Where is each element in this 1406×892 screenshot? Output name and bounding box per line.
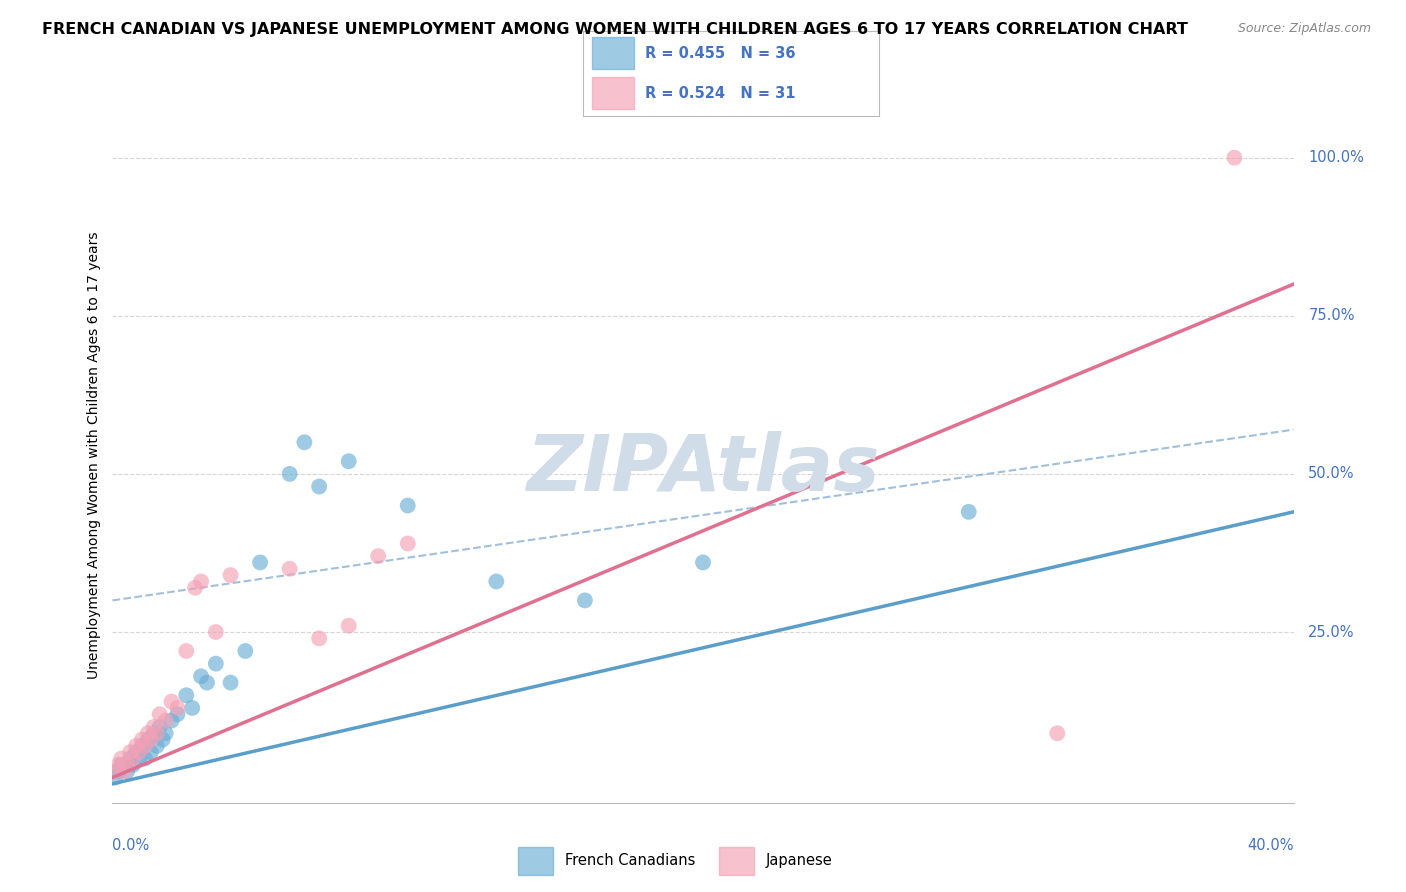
Text: R = 0.524   N = 31: R = 0.524 N = 31 (645, 86, 796, 101)
Point (104, 771, 127, 785)
Point (174, 688, 197, 702)
Point (125, 745, 148, 759)
Text: 25.0%: 25.0% (1309, 624, 1355, 640)
Point (249, 556, 271, 570)
Point (219, 675, 242, 690)
Point (190, 574, 212, 589)
Point (219, 568, 242, 582)
Point (166, 707, 188, 722)
Point (117, 764, 138, 779)
Point (205, 625, 228, 640)
Point (134, 751, 156, 765)
Point (122, 757, 145, 772)
Point (181, 701, 204, 715)
Point (131, 732, 153, 747)
Point (110, 757, 132, 772)
Point (337, 618, 360, 632)
Text: 75.0%: 75.0% (1309, 309, 1355, 323)
Point (128, 745, 150, 759)
Bar (517, 847, 554, 875)
Point (155, 726, 177, 740)
Point (367, 549, 389, 563)
Point (136, 732, 159, 747)
Point (107, 764, 129, 779)
Text: French Canadians: French Canadians (565, 854, 696, 868)
Point (160, 695, 183, 709)
Point (485, 574, 508, 589)
Point (205, 657, 228, 671)
Point (110, 751, 132, 765)
Point (292, 435, 315, 450)
Point (142, 720, 165, 734)
Point (131, 739, 153, 753)
Bar (592, 37, 634, 70)
Y-axis label: Unemployment Among Women with Children Ages 6 to 17 years: Unemployment Among Women with Children A… (87, 231, 101, 679)
Point (149, 720, 172, 734)
Point (107, 757, 129, 772)
Point (112, 764, 135, 779)
Bar (718, 847, 754, 875)
Point (278, 562, 301, 576)
Text: Japanese: Japanese (766, 854, 832, 868)
Point (195, 675, 218, 690)
Point (155, 714, 177, 728)
Text: 100.0%: 100.0% (1309, 150, 1364, 165)
Point (134, 739, 156, 753)
Point (125, 739, 148, 753)
Text: Source: ZipAtlas.com: Source: ZipAtlas.com (1237, 22, 1371, 36)
Text: 0.0%: 0.0% (112, 838, 149, 853)
Point (396, 536, 419, 550)
Point (136, 726, 159, 740)
Point (1046, 726, 1069, 740)
Point (337, 454, 360, 468)
Point (104, 764, 127, 779)
Point (139, 732, 162, 747)
Point (308, 632, 330, 646)
Point (957, 505, 980, 519)
Point (120, 751, 142, 765)
Point (120, 745, 142, 759)
Point (160, 714, 183, 728)
Text: 50.0%: 50.0% (1309, 467, 1355, 482)
Point (122, 751, 145, 765)
Point (149, 707, 172, 722)
Point (146, 739, 169, 753)
Point (142, 726, 165, 740)
Text: 40.0%: 40.0% (1247, 838, 1294, 853)
Text: FRENCH CANADIAN VS JAPANESE UNEMPLOYMENT AMONG WOMEN WITH CHILDREN AGES 6 TO 17 : FRENCH CANADIAN VS JAPANESE UNEMPLOYMENT… (42, 22, 1188, 37)
Point (308, 479, 330, 493)
Point (117, 757, 138, 772)
Point (128, 751, 150, 765)
Point (574, 593, 596, 607)
Bar (592, 77, 634, 109)
Point (139, 745, 162, 759)
Text: ZIPAtlas: ZIPAtlas (526, 431, 880, 507)
Point (190, 669, 212, 683)
Point (174, 644, 197, 658)
Point (146, 726, 169, 740)
Point (278, 467, 301, 481)
Point (152, 732, 174, 747)
Text: R = 0.455   N = 36: R = 0.455 N = 36 (645, 45, 796, 61)
Point (1223, 151, 1246, 165)
Point (692, 556, 714, 570)
Point (166, 701, 188, 715)
Point (184, 581, 207, 595)
Point (233, 644, 256, 658)
Point (396, 499, 419, 513)
